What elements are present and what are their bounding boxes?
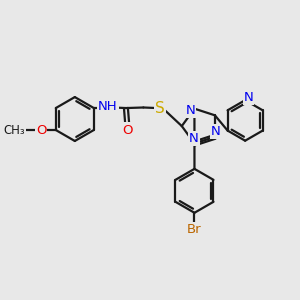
- Text: N: N: [189, 132, 199, 145]
- Text: N: N: [244, 91, 254, 104]
- Text: N: N: [185, 103, 195, 117]
- Text: NH: NH: [98, 100, 118, 113]
- Text: S: S: [155, 100, 165, 116]
- Text: CH₃: CH₃: [4, 124, 26, 136]
- Text: Br: Br: [187, 223, 202, 236]
- Text: O: O: [122, 124, 133, 136]
- Text: N: N: [211, 125, 220, 138]
- Text: O: O: [36, 124, 46, 136]
